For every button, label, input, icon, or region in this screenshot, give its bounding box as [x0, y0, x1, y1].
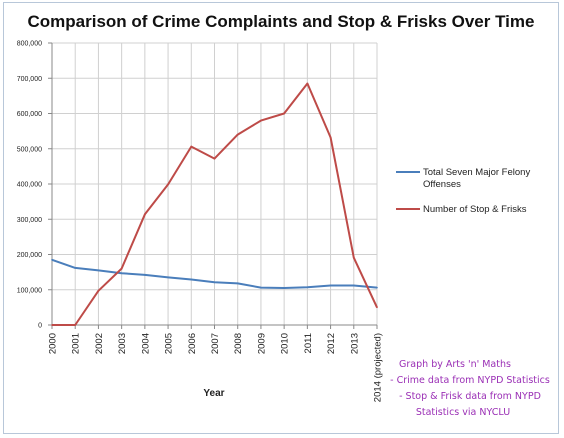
x-tick-label: 2004 — [140, 333, 151, 354]
y-tick-label: 700,000 — [17, 76, 42, 83]
credits: Graph by Arts 'n' Maths - Crime data fro… — [390, 359, 550, 418]
y-tick-label: 100,000 — [17, 287, 42, 294]
x-tick-label: 2014 (projected) — [373, 333, 384, 402]
x-tick-label: 2011 — [303, 333, 314, 353]
y-tick-label: 500,000 — [17, 146, 42, 153]
data-point — [283, 112, 285, 115]
data-point — [74, 267, 77, 269]
data-point — [283, 287, 285, 289]
data-point — [190, 278, 193, 281]
x-tick-label: 2003 — [117, 333, 128, 354]
data-point — [144, 213, 146, 216]
data-point — [74, 324, 77, 326]
data-point — [97, 269, 100, 272]
y-tick-labels: 0 100,000 200,000 300,000 400,000 500,000 600,… — [17, 41, 42, 330]
data-point — [236, 282, 239, 285]
data-point — [329, 136, 332, 139]
x-tick-label: 2007 — [210, 333, 221, 354]
data-point — [144, 274, 146, 276]
data-point — [190, 145, 193, 148]
y-tick-label: 400,000 — [17, 182, 42, 189]
x-tick-label: 2006 — [187, 333, 198, 354]
x-axis-label: Year — [203, 388, 224, 399]
x-tick-label: 2013 — [349, 333, 360, 354]
data-point — [306, 286, 309, 289]
y-tick-label: 0 — [38, 323, 42, 330]
series-lines — [51, 82, 378, 326]
y-tick-label: 600,000 — [17, 111, 42, 118]
data-point — [97, 290, 100, 292]
data-point — [51, 324, 53, 326]
legend-label-stop-frisk: Number of Stop & Frisks — [423, 204, 527, 215]
y-tick-label: 200,000 — [17, 252, 42, 259]
x-tick-label: 2008 — [233, 333, 244, 354]
x-tick-label: 2001 — [71, 333, 82, 354]
data-point — [260, 119, 262, 122]
y-tick-label: 800,000 — [17, 41, 42, 48]
chart-frame — [3, 2, 559, 434]
x-tick-label: 2010 — [280, 333, 291, 354]
x-tick-labels: 2000 2001 2002 2003 2004 2005 2006 2007 2008 2009… — [48, 333, 384, 402]
data-point — [213, 281, 216, 284]
data-point — [376, 306, 378, 309]
x-tick-label: 2000 — [48, 333, 59, 354]
x-tick-label: 2009 — [256, 333, 267, 354]
data-point — [120, 267, 123, 270]
data-point — [329, 284, 332, 287]
credit-line-3: - Stop & Frisk data from NYPD — [399, 391, 541, 402]
data-point — [306, 82, 309, 85]
chart-title: Comparison of Crime Complaints and Stop … — [28, 12, 535, 31]
data-point — [51, 258, 53, 261]
data-point — [352, 256, 355, 259]
axes — [48, 42, 378, 329]
data-point — [167, 183, 169, 186]
credit-line-1: Graph by Arts 'n' Maths — [399, 359, 511, 370]
x-tick-label: 2005 — [164, 333, 175, 354]
data-point — [236, 133, 239, 136]
x-tick-label: 2002 — [94, 333, 105, 354]
legend: Total Seven Major Felony Offenses Number… — [396, 167, 533, 215]
data-point — [352, 284, 355, 287]
data-point — [376, 286, 378, 289]
data-point — [213, 157, 216, 160]
credit-line-4: Statistics via NYCLU — [416, 407, 510, 418]
gridlines — [52, 42, 378, 325]
y-tick-label: 300,000 — [17, 217, 42, 224]
credit-line-2: - Crime data from NYPD Statistics — [390, 375, 550, 386]
data-point — [260, 286, 262, 289]
data-point — [120, 272, 123, 274]
x-tick-label: 2012 — [326, 333, 337, 354]
legend-label-felony: Total Seven Major Felony Offenses — [423, 167, 533, 190]
data-point — [167, 276, 169, 279]
